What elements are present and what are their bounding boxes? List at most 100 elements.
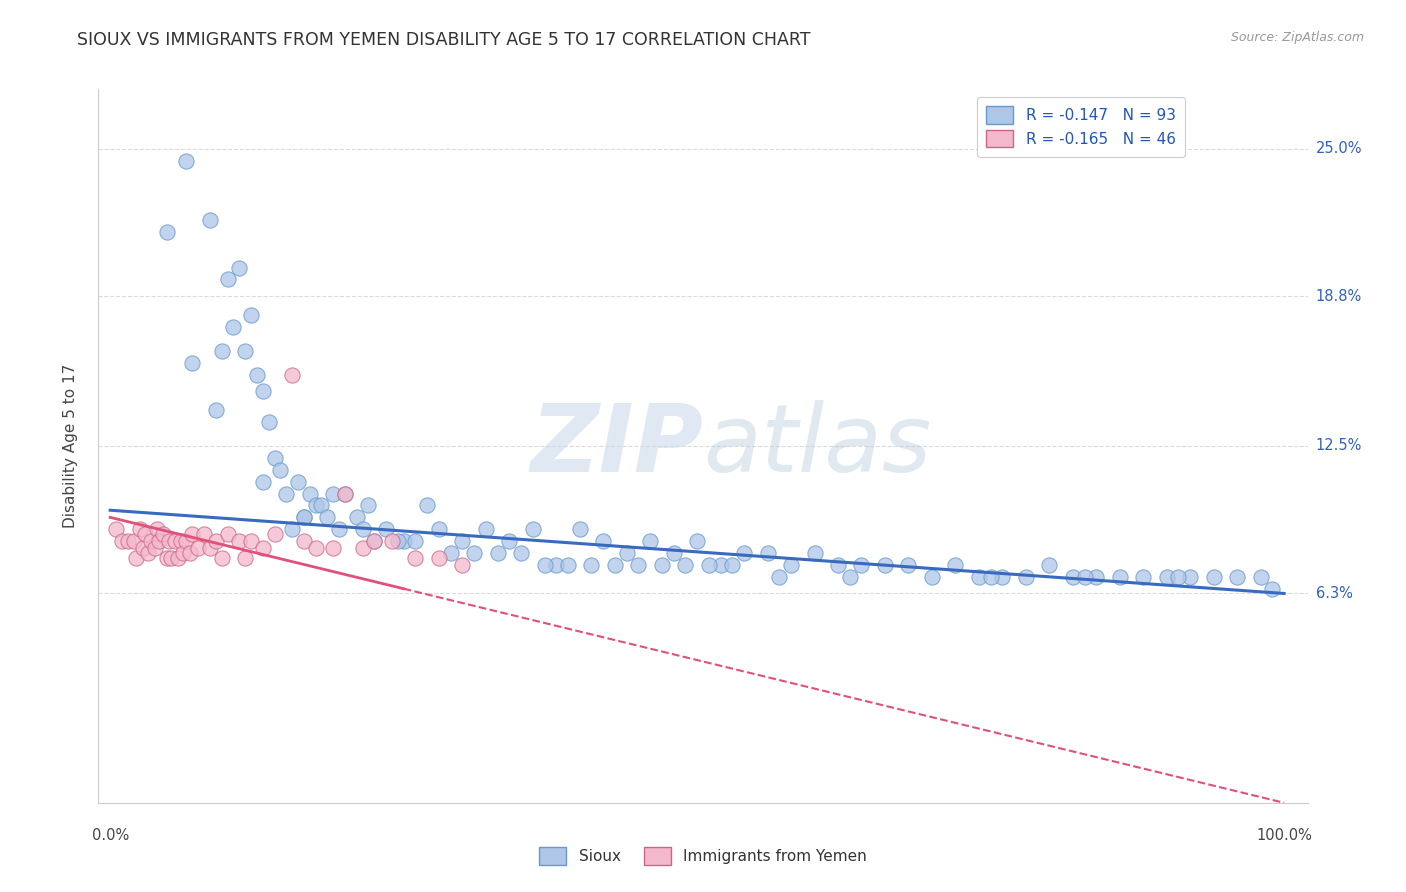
Point: [1250, 570, 1272, 584]
Point: [662, 546, 685, 560]
Point: [148, 534, 170, 549]
Point: [311, 499, 333, 513]
Text: 100.0%: 100.0%: [1256, 828, 1312, 843]
Point: [921, 570, 943, 584]
Point: [269, 463, 291, 477]
Point: [187, 541, 209, 556]
Text: Source: ZipAtlas.com: Source: ZipAtlas.com: [1230, 31, 1364, 45]
Point: [111, 534, 134, 549]
Point: [105, 522, 128, 536]
Point: [352, 522, 374, 536]
Point: [132, 541, 155, 556]
Point: [827, 558, 849, 572]
Point: [204, 534, 226, 549]
Text: 18.8%: 18.8%: [1316, 289, 1362, 303]
Point: [363, 534, 385, 549]
Point: [240, 308, 263, 322]
Point: [169, 534, 191, 549]
Point: [557, 558, 579, 572]
Point: [257, 415, 280, 429]
Point: [316, 510, 339, 524]
Point: [211, 550, 233, 565]
Point: [1180, 570, 1202, 584]
Point: [627, 558, 650, 572]
Point: [375, 522, 398, 536]
Point: [363, 534, 385, 549]
Point: [163, 534, 186, 549]
Point: [404, 550, 426, 565]
Point: [143, 541, 166, 556]
Point: [228, 260, 250, 275]
Point: [233, 550, 256, 565]
Point: [304, 541, 326, 556]
Point: [167, 550, 190, 565]
Point: [333, 486, 356, 500]
Point: [733, 546, 755, 560]
Point: [1108, 570, 1130, 584]
Point: [333, 486, 356, 500]
Point: [1261, 582, 1284, 596]
Point: [381, 534, 404, 549]
Point: [292, 510, 315, 524]
Point: [838, 570, 860, 584]
Text: 12.5%: 12.5%: [1316, 439, 1362, 453]
Point: [1085, 570, 1108, 584]
Point: [803, 546, 825, 560]
Point: [263, 527, 285, 541]
Point: [240, 534, 263, 549]
Point: [281, 522, 304, 536]
Point: [155, 225, 177, 239]
Point: [451, 534, 474, 549]
Point: [172, 546, 194, 560]
Text: 25.0%: 25.0%: [1316, 141, 1362, 156]
Point: [638, 534, 661, 549]
Point: [181, 356, 204, 370]
Point: [510, 546, 533, 560]
Point: [357, 499, 380, 513]
Point: [217, 527, 239, 541]
Point: [141, 534, 163, 549]
Point: [897, 558, 920, 572]
Point: [780, 558, 803, 572]
Point: [1015, 570, 1038, 584]
Point: [204, 403, 226, 417]
Point: [125, 550, 148, 565]
Point: [246, 368, 269, 382]
Point: [322, 486, 344, 500]
Point: [498, 534, 520, 549]
Point: [768, 570, 790, 584]
Point: [404, 534, 426, 549]
Point: [157, 534, 180, 549]
Point: [228, 534, 250, 549]
Point: [1202, 570, 1225, 584]
Point: [346, 510, 368, 524]
Point: [217, 272, 239, 286]
Point: [486, 546, 509, 560]
Point: [546, 558, 568, 572]
Text: ZIP: ZIP: [530, 400, 703, 492]
Point: [292, 510, 315, 524]
Point: [322, 541, 344, 556]
Legend: Sioux, Immigrants from Yemen: Sioux, Immigrants from Yemen: [533, 841, 873, 871]
Point: [581, 558, 603, 572]
Point: [945, 558, 967, 572]
Point: [851, 558, 873, 572]
Point: [568, 522, 591, 536]
Point: [304, 499, 326, 513]
Point: [592, 534, 614, 549]
Point: [252, 475, 274, 489]
Point: [427, 522, 450, 536]
Text: SIOUX VS IMMIGRANTS FROM YEMEN DISABILITY AGE 5 TO 17 CORRELATION CHART: SIOUX VS IMMIGRANTS FROM YEMEN DISABILIT…: [77, 31, 811, 49]
Point: [1062, 570, 1084, 584]
Point: [1038, 558, 1060, 572]
Point: [387, 534, 409, 549]
Point: [1156, 570, 1178, 584]
Point: [252, 541, 274, 556]
Point: [181, 527, 204, 541]
Point: [756, 546, 779, 560]
Point: [292, 534, 315, 549]
Point: [281, 368, 304, 382]
Point: [673, 558, 696, 572]
Point: [263, 450, 285, 465]
Point: [176, 534, 198, 549]
